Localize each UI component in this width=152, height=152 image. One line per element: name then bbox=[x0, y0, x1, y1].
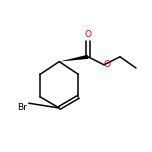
Text: O: O bbox=[85, 30, 92, 39]
Text: Br: Br bbox=[18, 104, 28, 112]
Text: O: O bbox=[104, 60, 111, 69]
Polygon shape bbox=[59, 55, 88, 62]
